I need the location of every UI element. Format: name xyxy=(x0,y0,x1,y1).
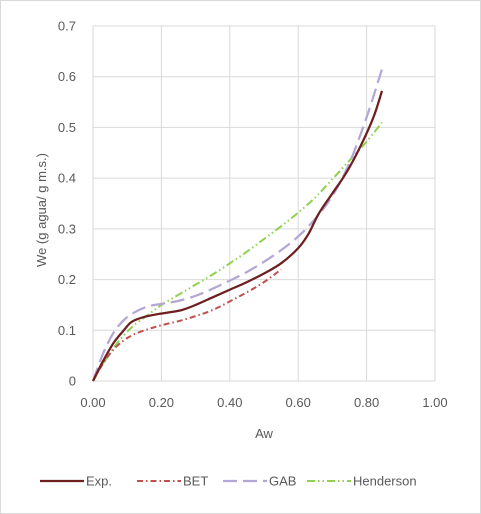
legend-label: Henderson xyxy=(353,474,417,489)
y-tick-label: 0.7 xyxy=(58,19,76,34)
x-tick-label: 0.80 xyxy=(354,395,379,410)
series-line-bet xyxy=(92,268,282,382)
x-tick-label: 0.00 xyxy=(80,395,105,410)
y-tick-label: 0 xyxy=(69,374,76,389)
series-line-exp xyxy=(91,90,384,382)
series-line-henderson xyxy=(92,121,383,382)
y-tick-label: 0.2 xyxy=(58,272,76,287)
y-tick-label: 0.3 xyxy=(58,221,76,236)
legend-label: GAB xyxy=(269,474,296,489)
x-tick-label: 0.20 xyxy=(149,395,174,410)
x-axis-title: Aw xyxy=(255,426,273,441)
y-tick-labels: 0 0.1 0.2 0.3 0.4 0.5 0.6 0.7 xyxy=(58,19,76,389)
gridlines xyxy=(92,25,436,382)
x-tick-label: 0.60 xyxy=(286,395,311,410)
legend: Exp. BET GAB Henderson xyxy=(40,474,417,489)
legend-label: BET xyxy=(183,474,208,489)
series-line-gab xyxy=(91,68,384,382)
y-tick-label: 0.4 xyxy=(58,171,76,186)
y-axis-title: We (g agua/ g m.s.) xyxy=(34,153,49,267)
x-tick-label: 0.40 xyxy=(217,395,242,410)
y-tick-label: 0.6 xyxy=(58,69,76,84)
data-series xyxy=(91,68,384,382)
x-tick-labels: 0.00 0.20 0.40 0.60 0.80 1.00 xyxy=(80,395,447,410)
legend-label: Exp. xyxy=(86,474,112,489)
x-tick-label: 1.00 xyxy=(422,395,447,410)
y-tick-label: 0.5 xyxy=(58,120,76,135)
y-tick-label: 0.1 xyxy=(58,323,76,338)
